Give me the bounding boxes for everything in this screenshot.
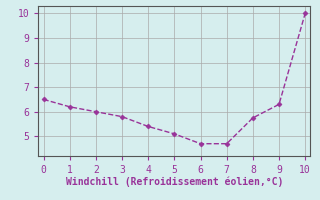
X-axis label: Windchill (Refroidissement éolien,°C): Windchill (Refroidissement éolien,°C) — [66, 176, 283, 187]
